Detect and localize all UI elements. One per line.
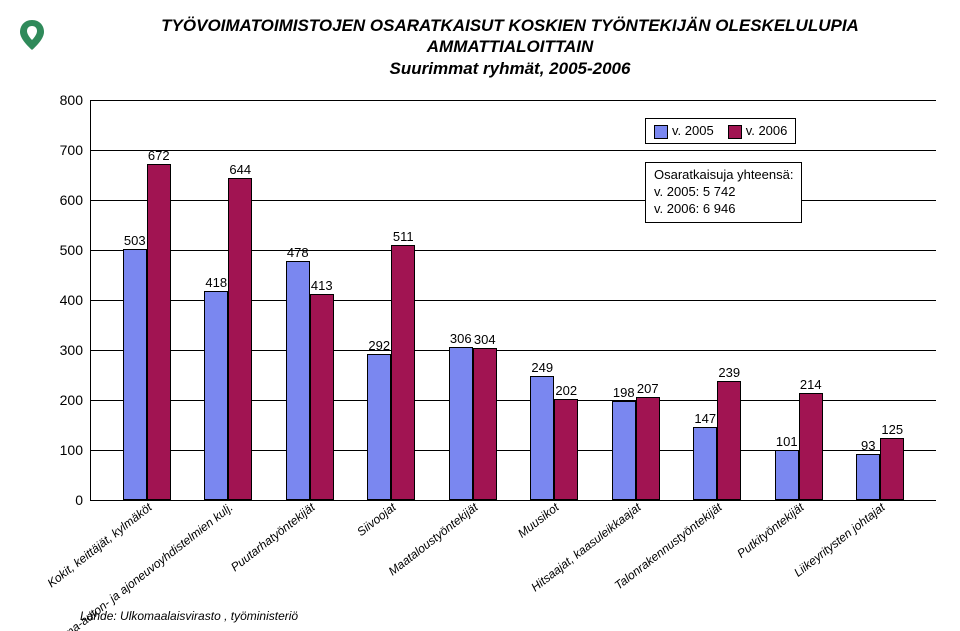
bar xyxy=(717,381,741,501)
bar xyxy=(228,178,252,500)
bar xyxy=(612,401,636,500)
bar xyxy=(856,454,880,501)
bar-value-label: 418 xyxy=(205,275,227,290)
legend-label: v. 2006 xyxy=(746,123,788,138)
bar-value-label: 198 xyxy=(613,385,635,400)
legend-item: v. 2006 xyxy=(728,123,788,139)
y-tick-label: 300 xyxy=(53,342,83,358)
legend-swatch xyxy=(728,125,742,139)
bar xyxy=(123,249,147,501)
bar xyxy=(880,438,904,501)
gridline xyxy=(91,150,936,151)
bar xyxy=(693,427,717,501)
bar-value-label: 214 xyxy=(800,377,822,392)
y-tick-label: 500 xyxy=(53,242,83,258)
bar-chart: 5036724186444784132925113063042492021982… xyxy=(55,100,935,530)
bar-value-label: 644 xyxy=(229,162,251,177)
bar-value-label: 249 xyxy=(531,360,553,375)
x-tick-label: Puutarhatyöntekijät xyxy=(228,500,318,574)
bar-value-label: 292 xyxy=(368,338,390,353)
y-tick-label: 400 xyxy=(53,292,83,308)
y-tick-label: 800 xyxy=(53,92,83,108)
bar-group: 93125 xyxy=(856,438,904,501)
bar-value-label: 478 xyxy=(287,245,309,260)
y-tick-label: 600 xyxy=(53,192,83,208)
bar xyxy=(554,399,578,500)
bar-group: 147239 xyxy=(693,381,741,501)
logo xyxy=(12,14,52,54)
bar-value-label: 511 xyxy=(393,229,414,244)
bar xyxy=(636,397,660,501)
bar-group: 249202 xyxy=(530,376,578,501)
y-tick-label: 0 xyxy=(53,492,83,508)
bar-value-label: 413 xyxy=(311,278,333,293)
bar-value-label: 306 xyxy=(450,331,472,346)
chart-title: TYÖVOIMATOIMISTOJEN OSARATKAISUT KOSKIEN… xyxy=(100,15,920,79)
bar-group: 418644 xyxy=(204,178,252,500)
bar-group: 306304 xyxy=(449,347,497,500)
x-tick-label: Liikeyritysten johtajat xyxy=(791,500,887,580)
bar xyxy=(530,376,554,501)
bar-value-label: 503 xyxy=(124,233,146,248)
y-tick-label: 200 xyxy=(53,392,83,408)
bar-value-label: 672 xyxy=(148,148,170,163)
bar-value-label: 202 xyxy=(555,383,577,398)
gridline xyxy=(91,100,936,101)
bar-group: 478413 xyxy=(286,261,334,500)
bar xyxy=(391,245,415,501)
y-tick-label: 700 xyxy=(53,142,83,158)
bar xyxy=(367,354,391,500)
bar xyxy=(310,294,334,501)
bar xyxy=(449,347,473,500)
x-tick-label: Muusikot xyxy=(515,500,561,541)
y-tick-label: 100 xyxy=(53,442,83,458)
x-tick-label: Maataloustyöntekijät xyxy=(386,500,481,578)
bar-group: 101214 xyxy=(775,393,823,500)
x-tick-label: Siivoojat xyxy=(355,500,399,539)
bar-group: 292511 xyxy=(367,245,415,501)
legend-item: v. 2005 xyxy=(654,123,714,139)
bar-value-label: 101 xyxy=(776,434,798,449)
bar xyxy=(775,450,799,501)
x-tick-label: Putkityöntekijät xyxy=(734,500,806,561)
bar xyxy=(147,164,171,500)
bar-value-label: 207 xyxy=(637,381,659,396)
plot-area: 5036724186444784132925113063042492021982… xyxy=(90,100,936,501)
bar-value-label: 93 xyxy=(861,438,875,453)
bar xyxy=(473,348,497,500)
legend: v. 2005 v. 2006 xyxy=(645,118,796,144)
bar xyxy=(204,291,228,500)
bar-value-label: 239 xyxy=(718,365,740,380)
bar-group: 198207 xyxy=(612,397,660,501)
bar-value-label: 304 xyxy=(474,332,496,347)
source-label: Lähde: Ulkomaalaisvirasto , työministeri… xyxy=(80,609,298,623)
bar-value-label: 147 xyxy=(694,411,716,426)
bar xyxy=(799,393,823,500)
bar-group: 503672 xyxy=(123,164,171,500)
bar xyxy=(286,261,310,500)
legend-label: v. 2005 xyxy=(672,123,714,138)
bar-value-label: 125 xyxy=(881,422,903,437)
info-box: Osaratkaisuja yhteensä: v. 2005: 5 742 v… xyxy=(645,162,802,223)
legend-swatch xyxy=(654,125,668,139)
